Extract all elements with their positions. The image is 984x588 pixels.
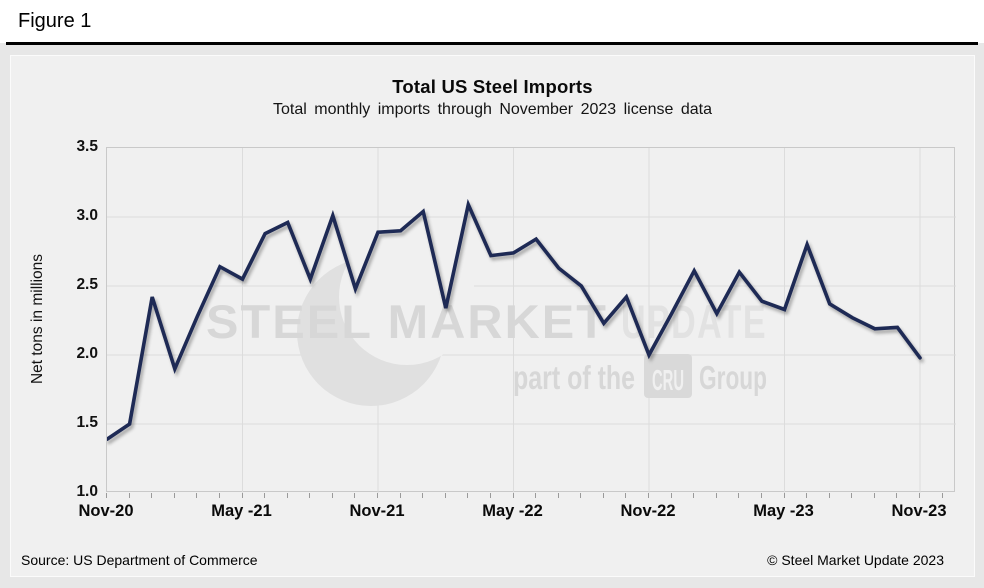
x-tick-label: May -22: [482, 502, 543, 520]
x-tick-mark: [693, 493, 695, 498]
imports-trend-line: [107, 198, 922, 442]
x-tick-mark: [670, 493, 672, 498]
x-tick-mark: [354, 493, 356, 498]
x-tick-mark: [648, 493, 649, 498]
x-tick-mark: [467, 493, 469, 498]
x-tick-mark: [806, 493, 808, 498]
x-tick-mark: [331, 493, 333, 498]
x-tick-mark: [286, 493, 288, 498]
x-tick-mark: [422, 493, 424, 498]
cru-badge-text: CRU: [652, 365, 684, 397]
x-tick-mark: [489, 493, 491, 498]
x-tick-label: Nov-20: [78, 502, 134, 520]
x-tick-mark: [106, 493, 107, 498]
watermark-brand-text-light: UPDATE: [621, 295, 767, 348]
watermark-brand-text: STEEL MARKET: [206, 295, 608, 348]
x-tick-mark: [602, 493, 604, 498]
x-tick-label: Nov-23: [891, 502, 947, 520]
x-tick-mark: [625, 493, 627, 498]
x-tick-mark: [309, 493, 311, 498]
x-tick-mark: [896, 493, 898, 498]
x-tick-mark: [173, 493, 175, 498]
x-tick-mark: [873, 493, 875, 498]
y-tick-label: 1.5: [76, 414, 98, 431]
chart-panel: Total US Steel Imports Total monthly imp…: [10, 55, 975, 577]
x-tick-label: May -23: [753, 502, 814, 520]
x-tick-mark: [444, 493, 446, 498]
x-tick-mark: [715, 493, 717, 498]
x-tick-mark: [241, 493, 243, 498]
y-tick-label: 2.5: [76, 276, 98, 293]
x-tick-mark: [535, 493, 537, 498]
x-tick-mark: [919, 493, 920, 498]
x-tick-label: May -21: [211, 502, 272, 520]
y-tick-label: 1.0: [76, 483, 98, 500]
y-tick-label: 3.5: [76, 138, 98, 155]
x-tick-mark: [151, 493, 153, 498]
x-tick-label: Nov-22: [620, 502, 676, 520]
x-tick-label: Nov-21: [349, 502, 405, 520]
figure-label: Figure 1: [18, 10, 92, 32]
data-series: [107, 198, 922, 442]
cru-badge: [644, 354, 692, 398]
plot-area: STEEL MARKET UPDATE part of the CRU Grou…: [106, 147, 956, 493]
x-tick-mark: [264, 493, 266, 498]
x-tick-mark: [557, 493, 559, 498]
chart-subtitle: Total monthly imports through November 2…: [273, 101, 712, 118]
x-tick-mark: [218, 493, 220, 498]
line-chart-svg: STEEL MARKET UPDATE part of the CRU Grou…: [107, 148, 956, 493]
x-tick-mark: [377, 493, 378, 498]
chart-title: Total US Steel Imports: [392, 76, 593, 97]
x-tick-mark: [941, 493, 943, 498]
watermark-tagline-suffix: Group: [699, 359, 767, 396]
watermark-tagline-prefix: part of the: [513, 359, 635, 396]
watermark: STEEL MARKET UPDATE part of the CRU Grou…: [206, 229, 767, 406]
x-tick-mark: [196, 493, 198, 498]
x-tick-mark: [128, 493, 130, 498]
x-tick-mark: [851, 493, 853, 498]
figure-header: Figure 1: [0, 0, 984, 43]
x-tick-mark: [512, 493, 514, 498]
y-tick-label: 2.0: [76, 345, 98, 362]
x-tick-mark: [399, 493, 401, 498]
x-tick-mark: [783, 493, 785, 498]
y-tick-label: 3.0: [76, 207, 98, 224]
x-tick-mark: [828, 493, 830, 498]
source-note: Source: US Department of Commerce: [21, 552, 258, 568]
copyright-note: © Steel Market Update 2023: [767, 552, 944, 568]
x-tick-mark: [738, 493, 740, 498]
watermark-crescent-cut: [339, 229, 475, 365]
x-tick-mark: [760, 493, 762, 498]
x-tick-mark: [580, 493, 582, 498]
header-divider: [6, 42, 978, 45]
